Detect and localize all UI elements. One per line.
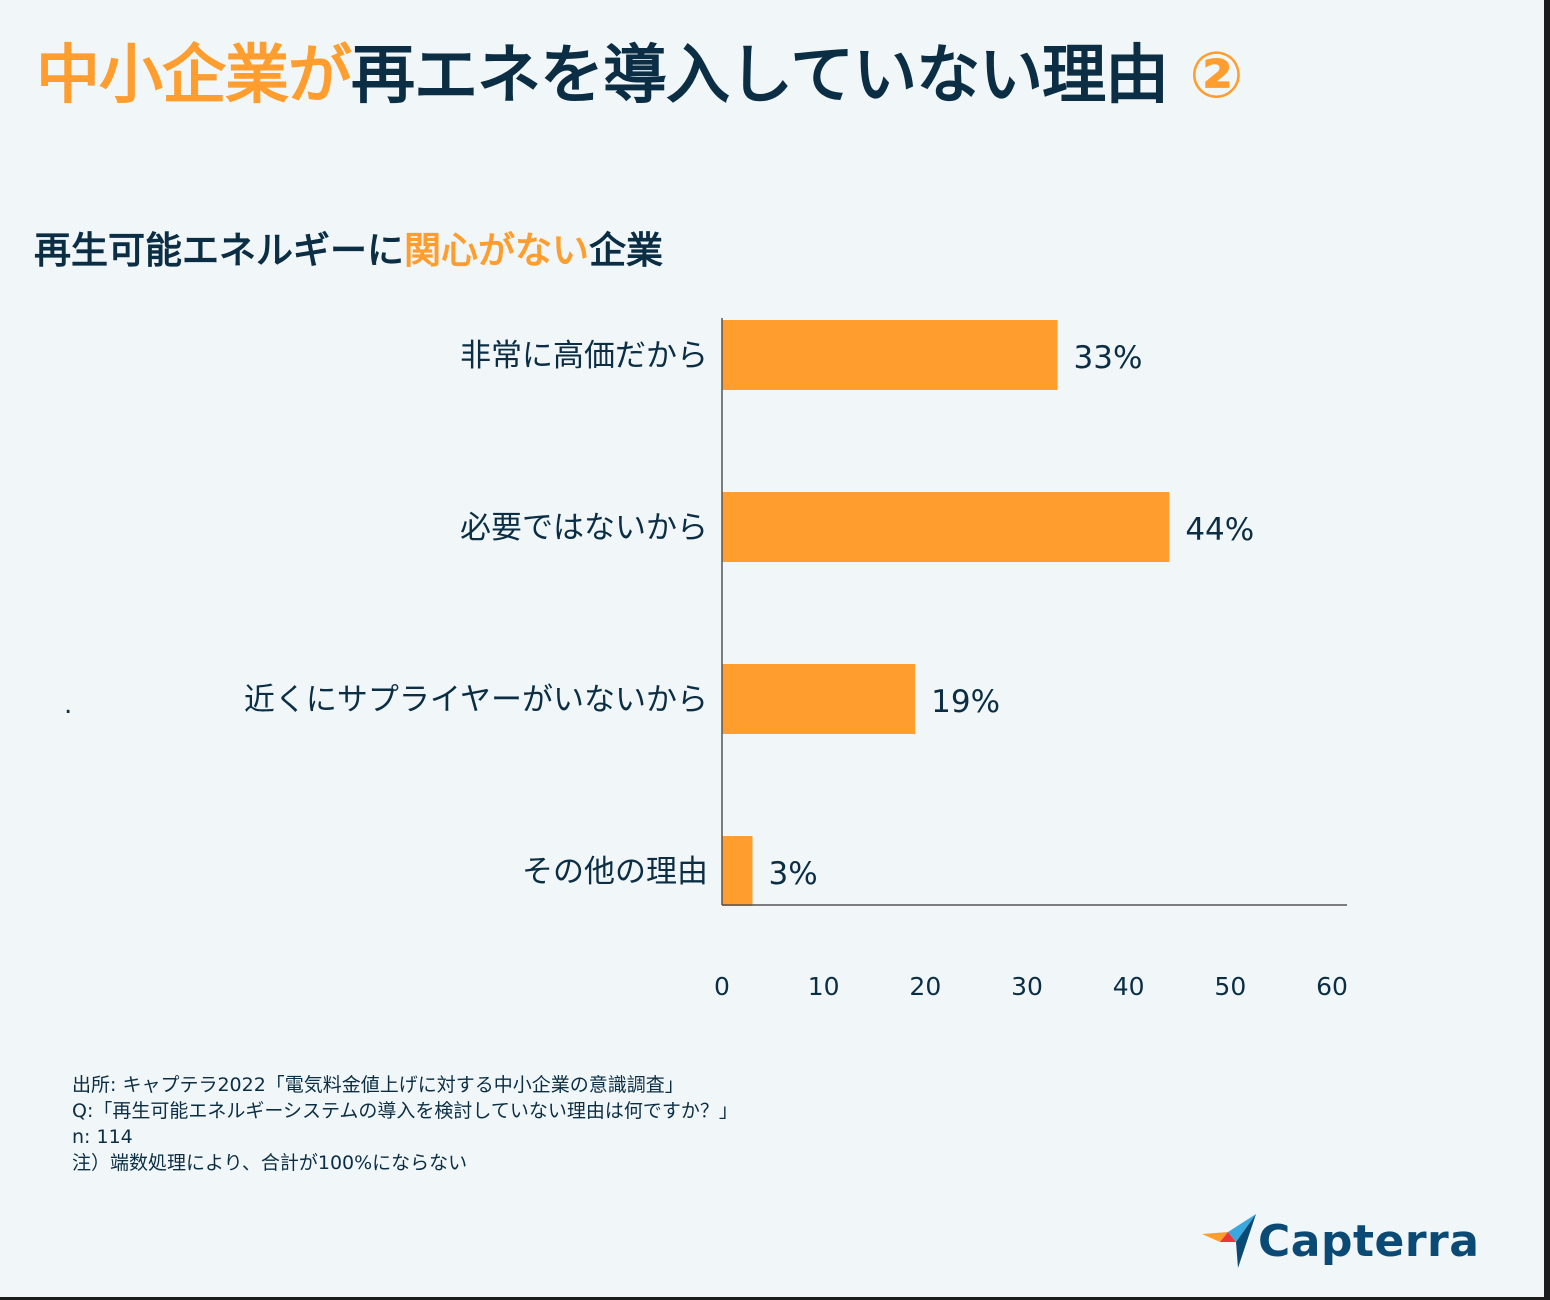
x-tick-label-4: 40 bbox=[1113, 972, 1145, 1001]
note-rounding: 注）端数処理により、合計が100%にならない bbox=[72, 1152, 468, 1174]
category-label-3: その他の理由 bbox=[522, 854, 708, 890]
capterra-wordmark: Capterra bbox=[1258, 1216, 1480, 1267]
chart-title-highlight: 関心がない bbox=[404, 229, 589, 272]
x-tick-label-2: 20 bbox=[909, 972, 941, 1001]
value-label-2: 19% bbox=[931, 684, 1000, 720]
category-label-1: 必要ではないから bbox=[460, 510, 708, 546]
note-question: Q:「再生可能エネルギーシステムの導入を検討していない理由は何ですか？」 bbox=[72, 1100, 738, 1122]
title-highlight: 中小企業が bbox=[36, 39, 352, 113]
title-main: 再エネを導入していない理由 bbox=[351, 39, 1169, 113]
capterra-arrow-icon bbox=[1202, 1214, 1256, 1268]
value-label-3: 3% bbox=[769, 856, 818, 892]
stray-dot: . bbox=[64, 690, 73, 720]
page-title: 中小企業が再エネを導入していない理由 ② bbox=[36, 36, 1244, 116]
frame-edge-bottom bbox=[0, 1297, 1550, 1300]
note-source: 出所: キャプテラ2022「電気料金値上げに対する中小企業の意識調査」 bbox=[72, 1074, 684, 1096]
frame-edge-right bbox=[1544, 0, 1550, 1300]
bar-1 bbox=[722, 492, 1170, 562]
bar-2 bbox=[722, 664, 916, 734]
category-label-2: 近くにサプライヤーがいないから bbox=[244, 682, 708, 718]
value-label-0: 33% bbox=[1074, 340, 1143, 376]
x-tick-label-3: 30 bbox=[1011, 972, 1043, 1001]
bar-3 bbox=[722, 836, 753, 906]
x-tick-label-6: 60 bbox=[1316, 972, 1348, 1001]
chart-title-part1: 再生可能エネルギーに bbox=[34, 229, 404, 272]
bar-chart: 非常に高価だから 33% 必要ではないから 44% 近くにサプライヤーがいないから 19%… bbox=[244, 318, 1348, 1001]
title-number: ② bbox=[1189, 39, 1243, 113]
chart-title-part3: 企業 bbox=[589, 229, 663, 272]
x-tick-label-1: 10 bbox=[808, 972, 840, 1001]
capterra-logo: Capterra bbox=[1200, 1212, 1479, 1272]
note-sample-size: n: 114 bbox=[72, 1126, 133, 1148]
bar-0 bbox=[722, 320, 1058, 390]
category-label-0: 非常に高価だから bbox=[460, 338, 708, 374]
source-notes: 出所: キャプテラ2022「電気料金値上げに対する中小企業の意識調査」 Q:「再… bbox=[72, 1072, 738, 1176]
value-label-1: 44% bbox=[1185, 512, 1254, 548]
x-tick-label-5: 50 bbox=[1214, 972, 1246, 1001]
x-tick-label-0: 0 bbox=[714, 972, 730, 1001]
chart-title: 再生可能エネルギーに関心がない企業 bbox=[34, 226, 663, 276]
